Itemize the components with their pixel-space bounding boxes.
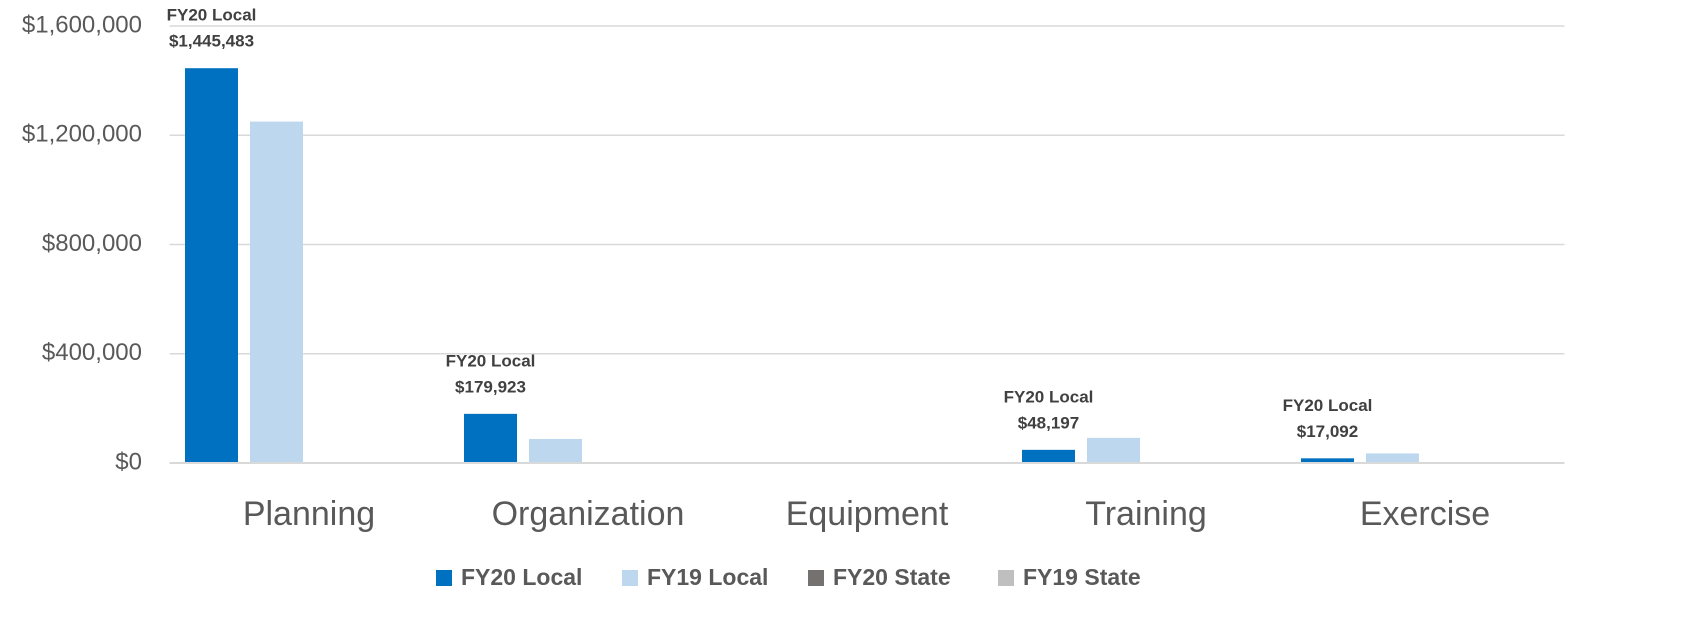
x-tick-label: Organization — [492, 495, 685, 533]
legend-label: FY19 Local — [647, 564, 768, 590]
legend-swatch — [436, 570, 452, 586]
data-label-name: FY20 Local — [1004, 387, 1094, 406]
y-tick-label: $0 — [115, 448, 142, 475]
data-label: $179,923 — [455, 377, 526, 396]
legend-swatch — [998, 570, 1014, 586]
data-label: $48,197 — [1018, 413, 1079, 432]
x-tick-label: Equipment — [786, 495, 949, 533]
y-tick-label: $1,200,000 — [22, 121, 142, 148]
y-tick-label: $1,600,000 — [22, 11, 142, 38]
bar — [250, 121, 303, 463]
legend-label: FY20 Local — [461, 564, 582, 590]
bar — [185, 68, 238, 463]
bar — [1301, 458, 1354, 463]
legend-swatch — [808, 570, 824, 586]
data-label-name: FY20 Local — [446, 351, 536, 370]
bar — [1366, 453, 1419, 463]
x-tick-label: Training — [1085, 495, 1207, 533]
legend-label: FY19 State — [1023, 564, 1141, 590]
x-tick-label: Planning — [243, 495, 375, 533]
data-label-name: FY20 Local — [1283, 396, 1373, 415]
legend-label: FY20 State — [833, 564, 951, 590]
x-tick-label: Exercise — [1360, 495, 1490, 533]
y-tick-label: $800,000 — [42, 230, 142, 257]
data-label: $1,445,483 — [169, 32, 254, 51]
data-label-name: FY20 Local — [167, 6, 257, 25]
bar — [1087, 437, 1140, 463]
legend-swatch — [622, 570, 638, 586]
bar — [464, 413, 517, 463]
y-tick-label: $400,000 — [42, 339, 142, 366]
bar — [1022, 449, 1075, 463]
bar — [529, 438, 582, 463]
data-label: $17,092 — [1297, 422, 1358, 441]
